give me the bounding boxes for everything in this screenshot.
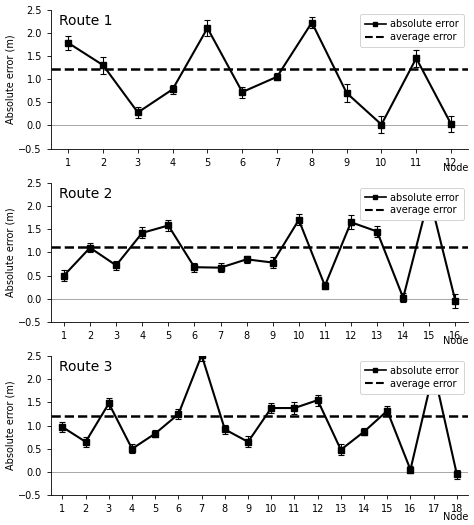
Y-axis label: Absolute error (m): Absolute error (m) — [6, 207, 16, 297]
Text: Route 2: Route 2 — [59, 187, 113, 201]
Legend: absolute error, average error: absolute error, average error — [360, 361, 464, 394]
Text: Route 1: Route 1 — [59, 14, 113, 28]
Y-axis label: Absolute error (m): Absolute error (m) — [6, 381, 16, 470]
Y-axis label: Absolute error (m): Absolute error (m) — [6, 34, 16, 124]
Legend: absolute error, average error: absolute error, average error — [360, 14, 464, 47]
Text: Route 3: Route 3 — [59, 360, 113, 374]
Legend: absolute error, average error: absolute error, average error — [360, 188, 464, 220]
Text: Node: Node — [443, 163, 468, 173]
Text: Node: Node — [443, 336, 468, 346]
Text: Node: Node — [443, 512, 468, 522]
